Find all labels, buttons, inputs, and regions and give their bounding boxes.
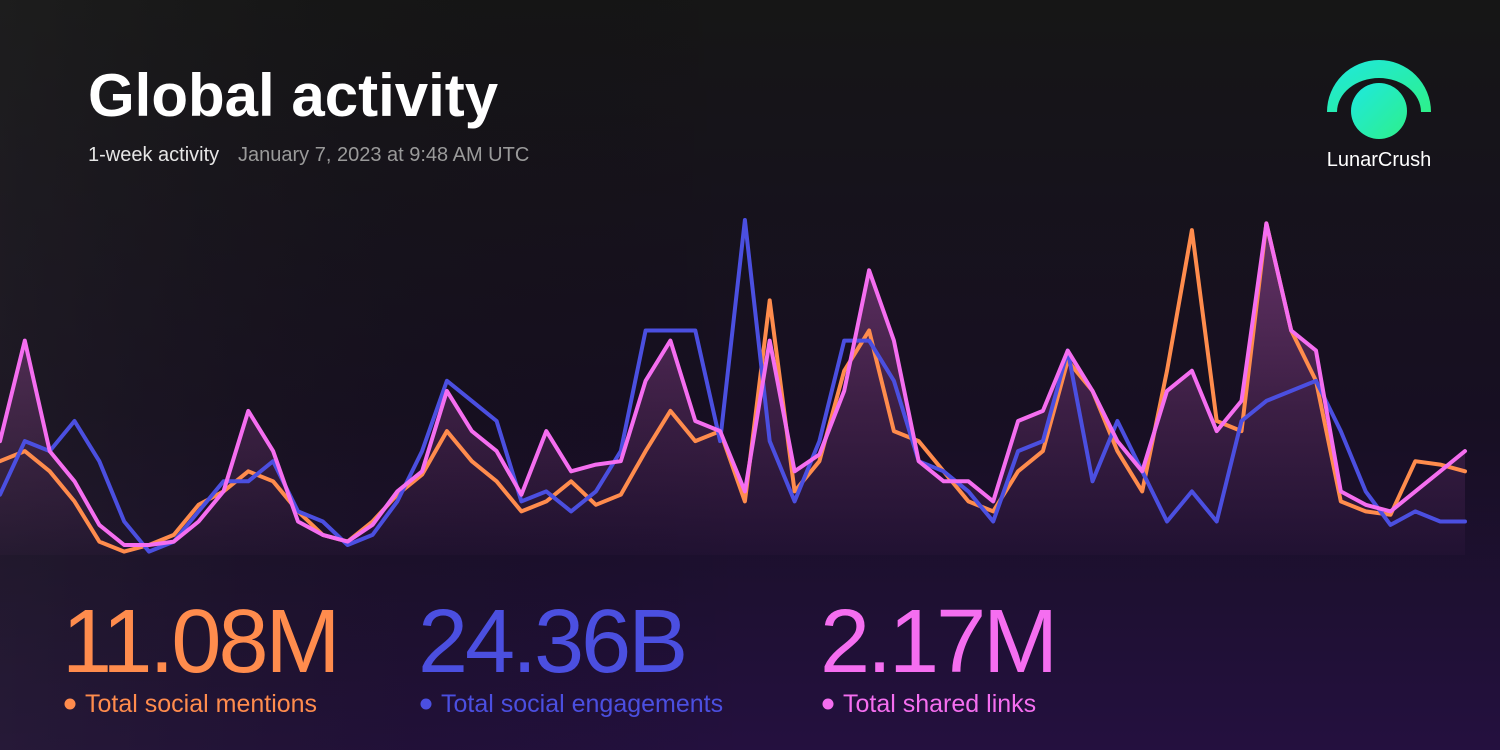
stat-total: 11.08M [62, 592, 338, 692]
legend-dot [64, 698, 76, 710]
brand: LunarCrush [1327, 149, 1432, 171]
area [0, 223, 1465, 555]
stat-total: 2.17M [820, 592, 1055, 692]
stat-label: Total social engagements [441, 690, 723, 718]
stat-total: 24.36B [418, 592, 685, 692]
line [0, 218, 1467, 554]
legend-dot [822, 698, 834, 710]
plot [0, 218, 1467, 555]
logo-arc [1327, 60, 1431, 112]
line [0, 221, 1467, 547]
title: Global activity [88, 62, 499, 129]
timestamp: January 7, 2023 at 9:48 AM UTC [238, 144, 529, 166]
stat-label: Total social mentions [85, 690, 317, 718]
legend-dot [420, 698, 432, 710]
logo-moon [1351, 83, 1407, 139]
period: 1-week activity [88, 144, 219, 166]
stat-label: Total shared links [843, 690, 1036, 718]
logo: LunarCrush [1327, 60, 1432, 171]
